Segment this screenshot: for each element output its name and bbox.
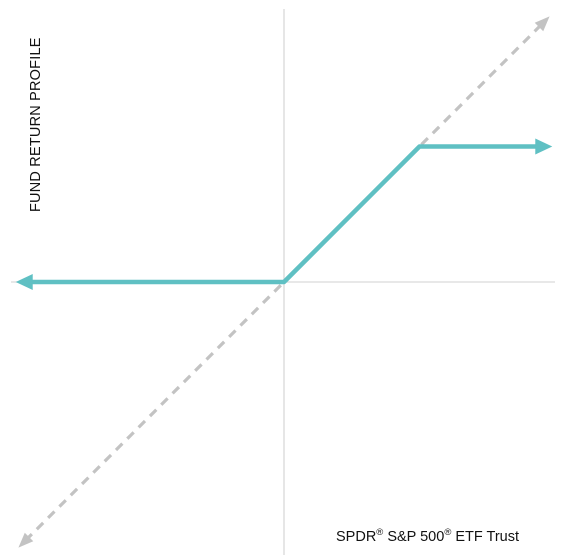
reference-dashed-line xyxy=(24,22,544,542)
fund-profile-group xyxy=(15,138,553,290)
registered-mark-2: ® xyxy=(444,527,451,538)
fund-profile-arrowhead-end xyxy=(535,138,553,155)
x-axis-label-part3: ETF Trust xyxy=(451,529,519,545)
y-axis-label: FUND RETURN PROFILE xyxy=(28,37,44,212)
x-axis-label-part2: S&P 500 xyxy=(383,529,444,545)
x-axis-label: SPDR® S&P 500® ETF Trust xyxy=(336,527,519,545)
x-axis-label-part1: SPDR xyxy=(336,529,376,545)
fund-profile-arrowhead-start xyxy=(15,274,33,290)
registered-mark-1: ® xyxy=(376,527,383,538)
reference-line-group xyxy=(18,16,550,548)
reference-arrowhead-start xyxy=(18,532,34,548)
reference-arrowhead-end xyxy=(534,16,550,32)
fund-return-profile-line xyxy=(25,144,543,285)
